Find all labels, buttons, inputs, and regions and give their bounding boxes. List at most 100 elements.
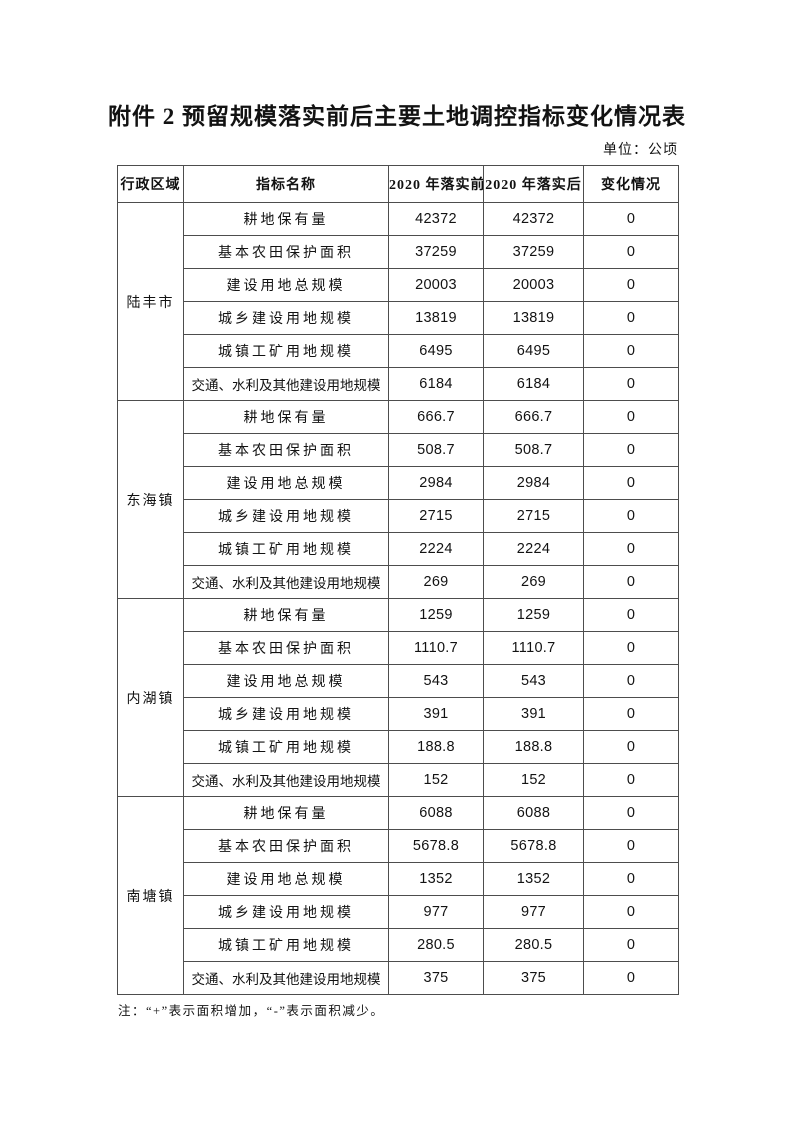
value-before-cell: 280.5 — [388, 928, 484, 962]
change-cell: 0 — [583, 763, 679, 797]
value-before-cell: 5678.8 — [388, 829, 484, 863]
change-cell: 0 — [583, 928, 679, 962]
indicator-name-cell: 城镇工矿用地规模 — [183, 928, 389, 962]
table-row: 南塘镇 耕地保有量 6088 6088 0 — [117, 796, 679, 995]
table-row: 城镇工矿用地规模 6495 6495 0 — [118, 334, 679, 368]
indicator-name-cell: 耕地保有量 — [183, 400, 389, 434]
value-before-cell: 391 — [388, 697, 484, 731]
change-cell: 0 — [583, 268, 679, 302]
indicator-name-cell: 基本农田保护面积 — [183, 631, 389, 665]
value-after-cell: 269 — [483, 565, 584, 599]
table-row: 城镇工矿用地规模 2224 2224 0 — [118, 532, 679, 566]
region-cell: 南塘镇 — [117, 796, 184, 995]
table-row: 城乡建设用地规模 13819 13819 0 — [118, 301, 679, 335]
table-row: 基本农田保护面积 508.7 508.7 0 — [118, 433, 679, 467]
table-row: 交通、水利及其他建设用地规模 6184 6184 0 — [118, 367, 679, 401]
column-header-1: 指标名称 — [183, 165, 389, 203]
indicator-name-cell: 基本农田保护面积 — [183, 433, 389, 467]
value-after-cell: 13819 — [483, 301, 584, 335]
indicator-name-cell: 建设用地总规模 — [183, 862, 389, 896]
column-header-0: 行政区域 — [117, 165, 184, 203]
table-row: 城镇工矿用地规模 188.8 188.8 0 — [118, 730, 679, 764]
indicator-name-cell: 交通、水利及其他建设用地规模 — [183, 961, 389, 995]
value-after-cell: 152 — [483, 763, 584, 797]
value-after-cell: 37259 — [483, 235, 584, 269]
indicator-name-cell: 基本农田保护面积 — [183, 235, 389, 269]
value-after-cell: 6184 — [483, 367, 584, 401]
value-after-cell: 508.7 — [483, 433, 584, 467]
change-cell: 0 — [583, 565, 679, 599]
region-cell: 东海镇 — [117, 400, 184, 599]
value-before-cell: 375 — [388, 961, 484, 995]
table-row: 基本农田保护面积 37259 37259 0 — [118, 235, 679, 269]
value-after-cell: 6088 — [483, 796, 584, 830]
change-cell: 0 — [583, 961, 679, 995]
indicator-name-cell: 耕地保有量 — [183, 796, 389, 830]
value-after-cell: 1110.7 — [483, 631, 584, 665]
column-header-3: 2020 年落实后 — [483, 165, 584, 203]
change-cell: 0 — [583, 829, 679, 863]
change-cell: 0 — [583, 730, 679, 764]
region-cell: 内湖镇 — [117, 598, 184, 797]
value-after-cell: 20003 — [483, 268, 584, 302]
change-cell: 0 — [583, 631, 679, 665]
value-after-cell: 666.7 — [483, 400, 584, 434]
column-header-4: 变化情况 — [583, 165, 679, 203]
footnote: 注：“+”表示面积增加，“-”表示面积减少。 — [118, 1004, 385, 1018]
indicator-name-cell: 城乡建设用地规模 — [183, 499, 389, 533]
indicator-name-cell: 交通、水利及其他建设用地规模 — [183, 565, 389, 599]
table-row: 建设用地总规模 543 543 0 — [118, 664, 679, 698]
value-before-cell: 152 — [388, 763, 484, 797]
value-before-cell: 543 — [388, 664, 484, 698]
value-after-cell: 42372 — [483, 202, 584, 236]
indicator-name-cell: 耕地保有量 — [183, 598, 389, 632]
indicator-name-cell: 城乡建设用地规模 — [183, 301, 389, 335]
change-cell: 0 — [583, 532, 679, 566]
table-row: 城乡建设用地规模 2715 2715 0 — [118, 499, 679, 533]
change-cell: 0 — [583, 697, 679, 731]
value-before-cell: 6495 — [388, 334, 484, 368]
unit-label: 单位：公顷 — [603, 143, 678, 158]
table-row: 东海镇 耕地保有量 666.7 666.7 0 — [117, 400, 679, 599]
table-row: 建设用地总规模 2984 2984 0 — [118, 466, 679, 500]
value-before-cell: 13819 — [388, 301, 484, 335]
change-cell: 0 — [583, 367, 679, 401]
indicator-name-cell: 建设用地总规模 — [183, 664, 389, 698]
value-after-cell: 2224 — [483, 532, 584, 566]
table-row: 交通、水利及其他建设用地规模 375 375 0 — [118, 961, 679, 995]
value-before-cell: 269 — [388, 565, 484, 599]
change-cell: 0 — [583, 499, 679, 533]
value-before-cell: 6088 — [388, 796, 484, 830]
value-before-cell: 20003 — [388, 268, 484, 302]
indicator-name-cell: 城镇工矿用地规模 — [183, 334, 389, 368]
value-before-cell: 1259 — [388, 598, 484, 632]
table-header-row: 行政区域 指标名称 2020 年落实前 2020 年落实后 变化情况 — [117, 165, 679, 203]
value-before-cell: 2984 — [388, 466, 484, 500]
indicator-name-cell: 基本农田保护面积 — [183, 829, 389, 863]
change-cell: 0 — [583, 895, 679, 929]
value-after-cell: 375 — [483, 961, 584, 995]
table-row: 城乡建设用地规模 977 977 0 — [118, 895, 679, 929]
indicator-name-cell: 城乡建设用地规模 — [183, 895, 389, 929]
page-title: 附件 2 预留规模落实前后主要土地调控指标变化情况表 — [108, 104, 686, 129]
table-row: 城镇工矿用地规模 280.5 280.5 0 — [118, 928, 679, 962]
value-before-cell: 2715 — [388, 499, 484, 533]
indicator-name-cell: 耕地保有量 — [183, 202, 389, 236]
table-row: 城乡建设用地规模 391 391 0 — [118, 697, 679, 731]
value-before-cell: 508.7 — [388, 433, 484, 467]
value-after-cell: 5678.8 — [483, 829, 584, 863]
value-after-cell: 188.8 — [483, 730, 584, 764]
value-before-cell: 6184 — [388, 367, 484, 401]
value-before-cell: 188.8 — [388, 730, 484, 764]
indicator-name-cell: 建设用地总规模 — [183, 268, 389, 302]
change-cell: 0 — [583, 862, 679, 896]
value-after-cell: 543 — [483, 664, 584, 698]
table-row: 基本农田保护面积 5678.8 5678.8 0 — [118, 829, 679, 863]
value-after-cell: 391 — [483, 697, 584, 731]
change-cell: 0 — [583, 664, 679, 698]
indicator-name-cell: 城镇工矿用地规模 — [183, 532, 389, 566]
change-cell: 0 — [583, 433, 679, 467]
change-cell: 0 — [583, 202, 679, 236]
table-row: 内湖镇 耕地保有量 1259 1259 0 — [117, 598, 679, 797]
